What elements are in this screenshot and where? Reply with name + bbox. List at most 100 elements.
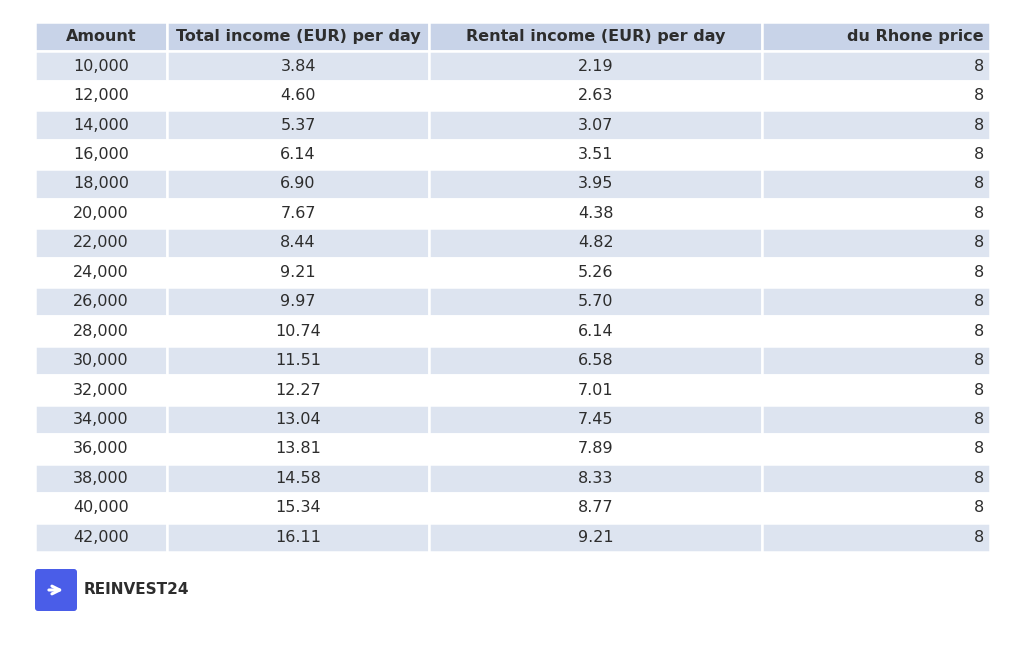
Text: 11.51: 11.51 — [275, 353, 322, 368]
Bar — [762, 140, 990, 170]
Bar — [762, 22, 990, 52]
Text: 14.58: 14.58 — [275, 471, 322, 486]
Bar — [35, 110, 167, 140]
Text: 38,000: 38,000 — [73, 471, 129, 486]
Text: 32,000: 32,000 — [73, 383, 129, 398]
Bar — [35, 52, 167, 81]
Bar — [167, 22, 429, 52]
Bar — [762, 81, 990, 110]
Bar — [429, 52, 762, 81]
Bar — [35, 316, 167, 346]
Text: 12.27: 12.27 — [275, 383, 321, 398]
Text: 8: 8 — [974, 471, 984, 486]
Bar — [429, 464, 762, 493]
Bar — [35, 434, 167, 464]
Text: 42,000: 42,000 — [73, 530, 129, 545]
Bar — [167, 493, 429, 522]
FancyBboxPatch shape — [35, 569, 77, 611]
Bar — [762, 346, 990, 376]
Text: 6.58: 6.58 — [578, 353, 613, 368]
Bar — [167, 170, 429, 199]
Text: 16.11: 16.11 — [275, 530, 322, 545]
Text: 4.60: 4.60 — [281, 88, 315, 103]
Text: 4.82: 4.82 — [578, 235, 613, 250]
Bar — [429, 405, 762, 434]
Text: 8: 8 — [974, 500, 984, 515]
Bar — [35, 228, 167, 258]
Text: 20,000: 20,000 — [73, 206, 129, 221]
Text: 8: 8 — [974, 177, 984, 192]
Text: 12,000: 12,000 — [73, 88, 129, 103]
Text: 5.26: 5.26 — [578, 265, 613, 280]
Text: 3.51: 3.51 — [578, 147, 613, 162]
Bar — [167, 110, 429, 140]
Bar — [167, 464, 429, 493]
Text: Rental income (EUR) per day: Rental income (EUR) per day — [466, 29, 725, 44]
Bar — [167, 316, 429, 346]
Text: 8.33: 8.33 — [578, 471, 613, 486]
Text: 7.89: 7.89 — [578, 441, 613, 456]
Bar — [429, 493, 762, 522]
Bar — [35, 22, 167, 52]
Bar — [35, 522, 167, 552]
Bar — [762, 522, 990, 552]
Text: 8.44: 8.44 — [281, 235, 316, 250]
Bar — [429, 376, 762, 405]
Text: 8: 8 — [974, 353, 984, 368]
Bar — [167, 81, 429, 110]
Bar — [429, 228, 762, 258]
Bar — [429, 81, 762, 110]
Text: 8: 8 — [974, 117, 984, 132]
Text: Amount: Amount — [66, 29, 136, 44]
Text: 8.77: 8.77 — [578, 500, 613, 515]
Text: 8: 8 — [974, 441, 984, 456]
Text: 10.74: 10.74 — [275, 323, 321, 338]
Bar — [429, 522, 762, 552]
Bar — [167, 199, 429, 228]
Text: 6.14: 6.14 — [578, 323, 613, 338]
Bar — [429, 110, 762, 140]
Text: 16,000: 16,000 — [73, 147, 129, 162]
Bar — [429, 140, 762, 170]
Text: 8: 8 — [974, 59, 984, 74]
Bar — [762, 228, 990, 258]
Bar — [429, 22, 762, 52]
Bar — [762, 258, 990, 287]
Text: 5.37: 5.37 — [281, 117, 315, 132]
Bar — [762, 287, 990, 316]
Bar — [762, 170, 990, 199]
Text: 13.81: 13.81 — [275, 441, 322, 456]
Bar — [762, 199, 990, 228]
Bar — [429, 316, 762, 346]
Text: 40,000: 40,000 — [73, 500, 129, 515]
Text: 8: 8 — [974, 206, 984, 221]
Bar — [167, 228, 429, 258]
Bar — [762, 493, 990, 522]
Bar — [429, 434, 762, 464]
Text: 3.07: 3.07 — [578, 117, 613, 132]
Bar — [429, 199, 762, 228]
Text: 3.84: 3.84 — [281, 59, 315, 74]
Bar — [429, 287, 762, 316]
Bar — [35, 287, 167, 316]
Bar — [762, 52, 990, 81]
Text: 24,000: 24,000 — [73, 265, 129, 280]
Text: 14,000: 14,000 — [73, 117, 129, 132]
Text: 28,000: 28,000 — [73, 323, 129, 338]
Text: 13.04: 13.04 — [275, 412, 321, 427]
Bar — [35, 464, 167, 493]
Bar — [762, 464, 990, 493]
Text: 8: 8 — [974, 323, 984, 338]
Bar — [429, 346, 762, 376]
Bar — [167, 376, 429, 405]
Text: Total income (EUR) per day: Total income (EUR) per day — [176, 29, 421, 44]
Bar — [167, 258, 429, 287]
Text: 8: 8 — [974, 147, 984, 162]
Bar — [762, 434, 990, 464]
Text: 4.38: 4.38 — [578, 206, 613, 221]
Bar — [35, 199, 167, 228]
Bar — [35, 170, 167, 199]
Text: 10,000: 10,000 — [73, 59, 129, 74]
Bar — [762, 376, 990, 405]
Text: 8: 8 — [974, 235, 984, 250]
